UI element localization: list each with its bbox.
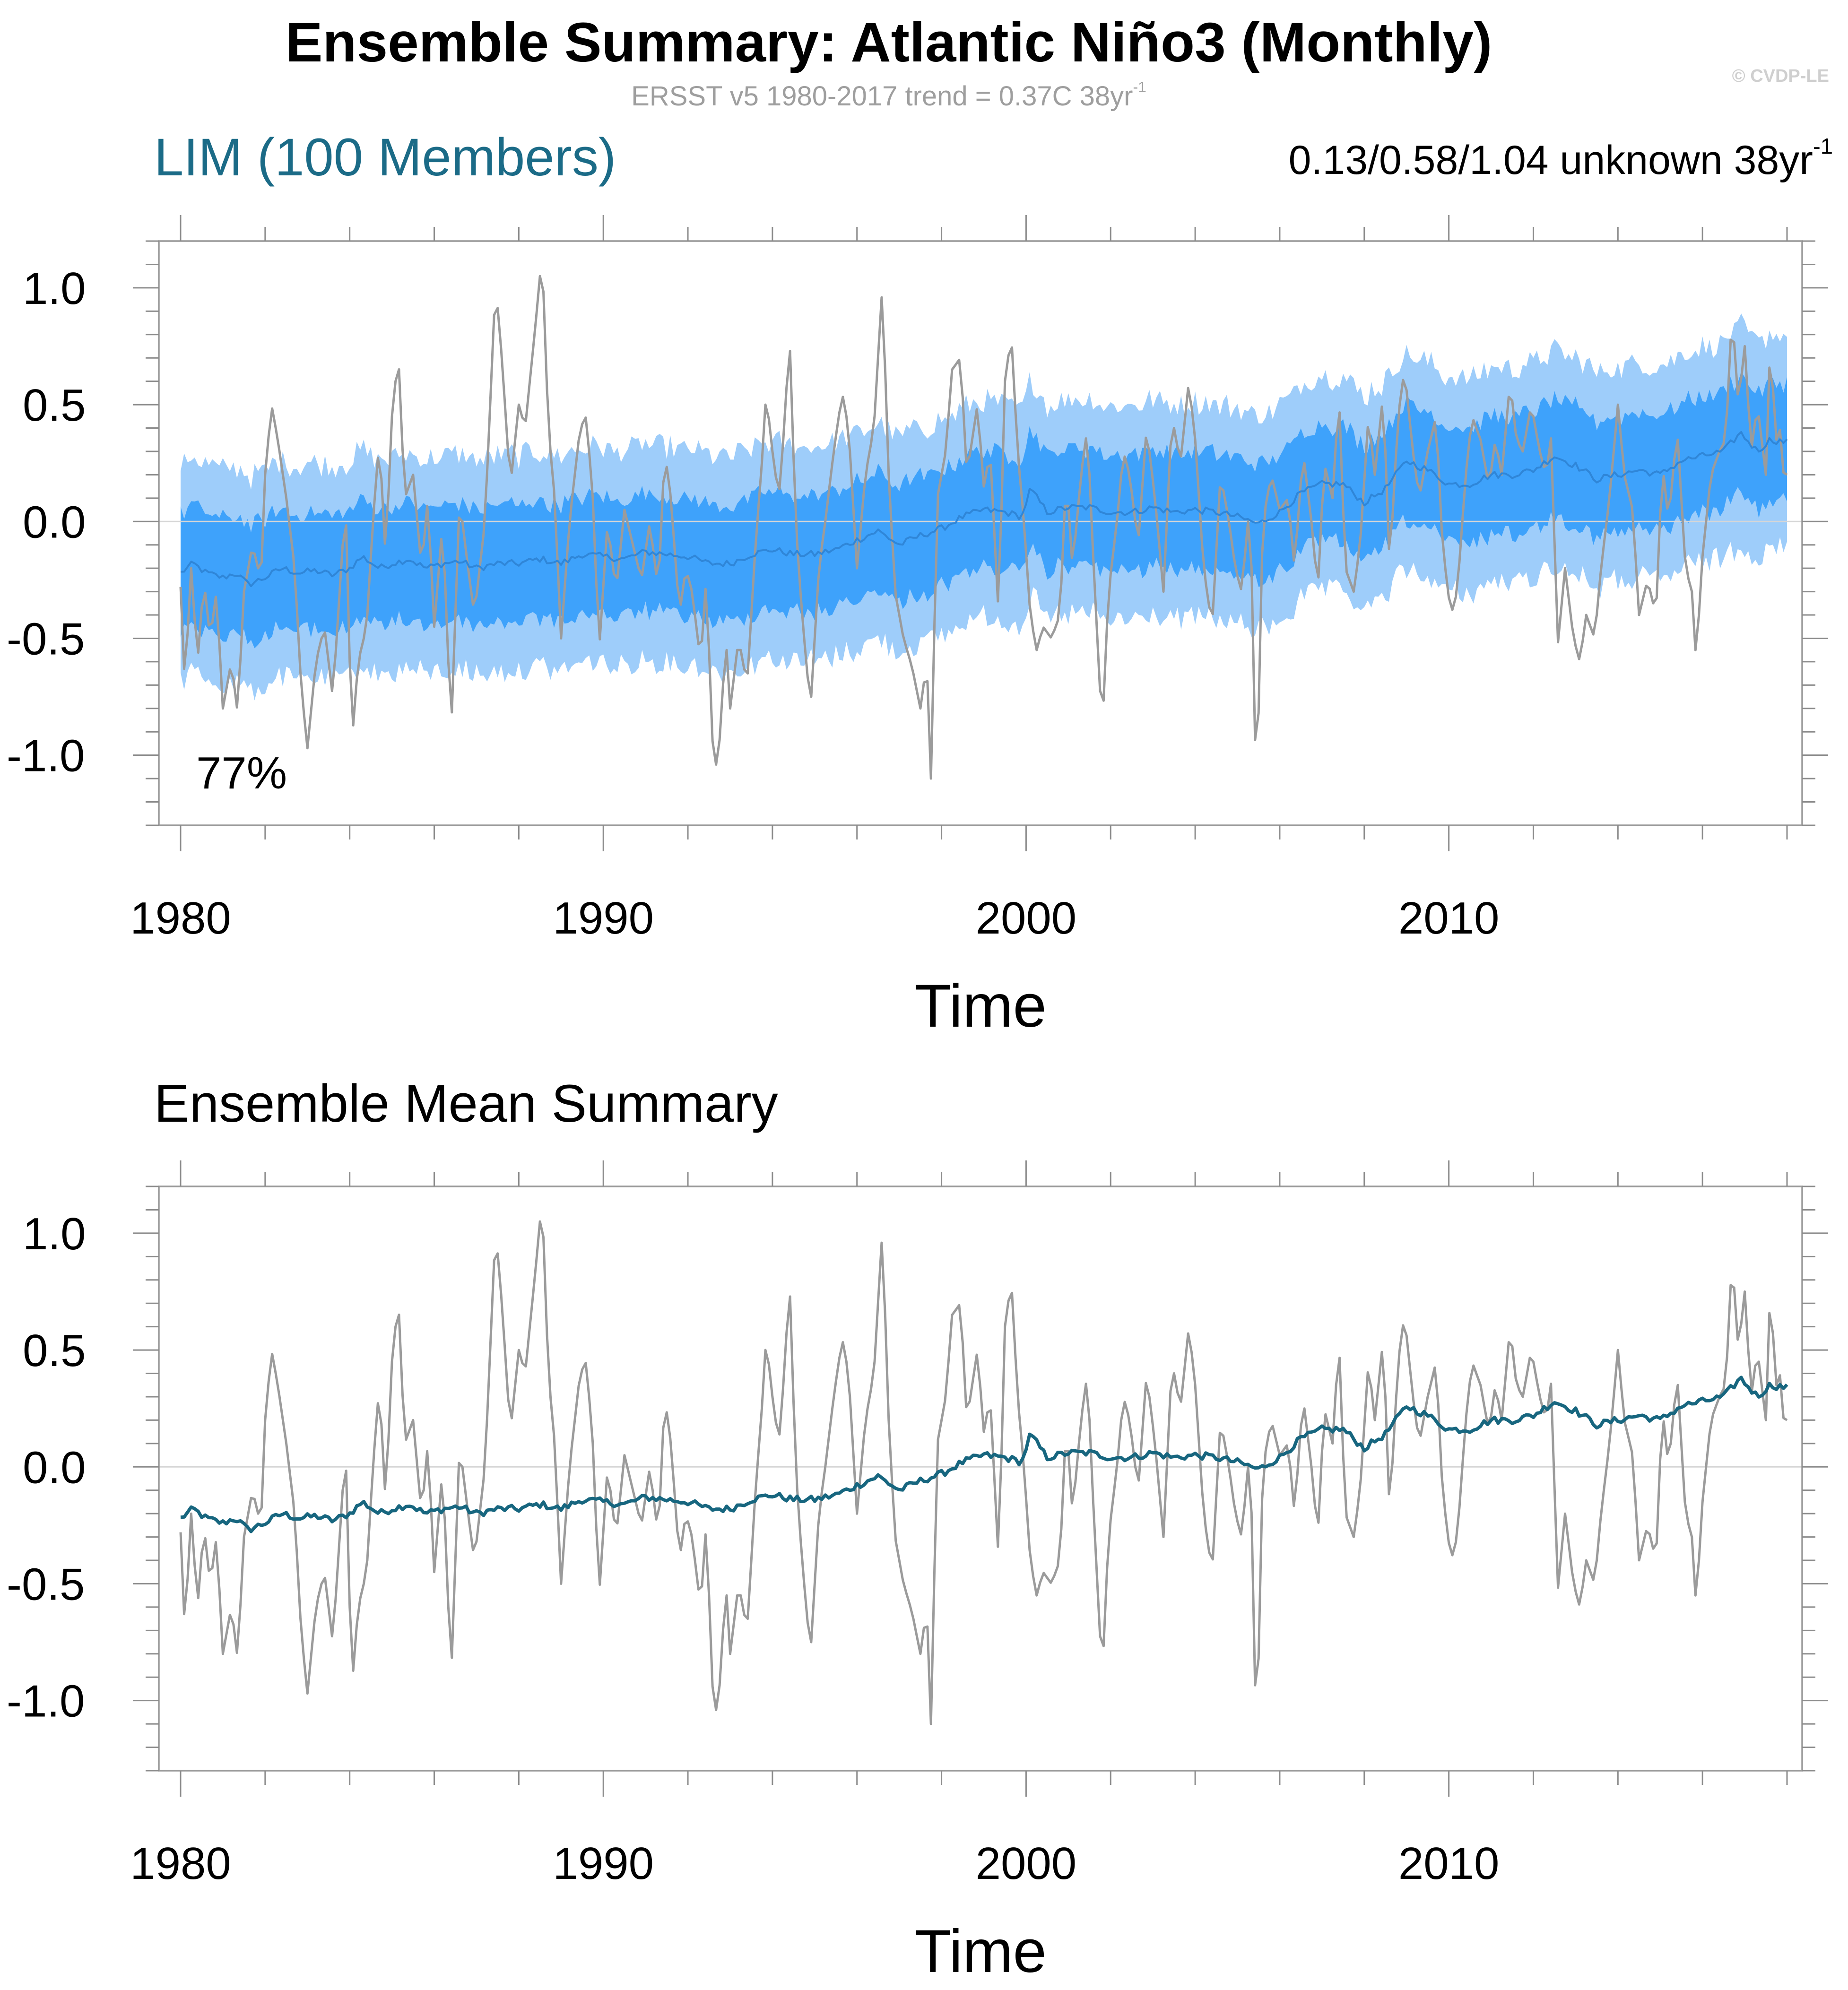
y-tick-label: -0.5 xyxy=(7,1559,85,1609)
y-tick-label: 0.0 xyxy=(23,1442,86,1493)
x-tick-label: 2010 xyxy=(1398,893,1500,943)
figure-subtitle: ERSST v5 1980-2017 trend = 0.37C 38yr-1 xyxy=(0,78,1778,112)
x-tick-label: 2000 xyxy=(976,893,1077,943)
top-panel-trend-stats: 0.13/0.58/1.04 unknown 38yr-1 xyxy=(1288,134,1833,184)
plot-frame xyxy=(158,240,1803,826)
y-tick-label: -1.0 xyxy=(7,731,85,781)
y-tick-label: 1.0 xyxy=(23,263,86,314)
y-tick-label: 0.5 xyxy=(23,1325,86,1376)
subtitle-text: ERSST v5 1980-2017 trend = 0.37C 38yr xyxy=(631,81,1133,112)
coverage-annotation: 77% xyxy=(196,748,287,798)
ensemble-summary-panel: 1.0 0.5 0.0 -0.5 -1.0 1980 1990 2000 2010 Time 77% xyxy=(7,215,1828,1040)
x-axis-title: Time xyxy=(914,972,1047,1040)
ensemble-mean-line xyxy=(180,431,1788,588)
observed-series-line xyxy=(179,275,1788,780)
x-tick-label: 2000 xyxy=(976,1838,1077,1889)
figure-title: Ensemble Summary: Atlantic Niño3 (Monthl… xyxy=(285,11,1492,74)
ensemble-mean-line xyxy=(180,1376,1788,1533)
y-tick-label: 0.5 xyxy=(23,380,86,431)
subtitle-superscript: -1 xyxy=(1133,78,1146,95)
trend-stats-superscript: -1 xyxy=(1813,134,1833,159)
x-tick-label: 1980 xyxy=(130,893,231,943)
y-tick-label: -1.0 xyxy=(7,1676,85,1727)
trend-stats-text: 0.13/0.58/1.04 unknown 38yr xyxy=(1288,138,1813,183)
x-axis-title: Time xyxy=(914,1918,1047,1985)
y-tick-label: 1.0 xyxy=(23,1209,86,1259)
y-tick-label: 0.0 xyxy=(23,497,86,547)
x-tick-label: 1980 xyxy=(130,1838,231,1889)
plot-frame xyxy=(158,1185,1803,1772)
top-panel-model-title: LIM (100 Members) xyxy=(154,128,616,187)
copyright-label: © CVDP-LE xyxy=(1732,66,1829,86)
ensemble-mean-panel: 1.0 0.5 0.0 -0.5 -1.0 1980 1990 2000 2010 Time xyxy=(7,1160,1828,1985)
observed-series-line xyxy=(179,1220,1788,1725)
x-tick-label: 1990 xyxy=(553,1838,654,1889)
x-tick-label: 1990 xyxy=(553,893,654,943)
bottom-panel-title: Ensemble Mean Summary xyxy=(154,1074,778,1133)
x-tick-label: 2010 xyxy=(1398,1838,1500,1889)
y-tick-label: -0.5 xyxy=(7,614,85,664)
